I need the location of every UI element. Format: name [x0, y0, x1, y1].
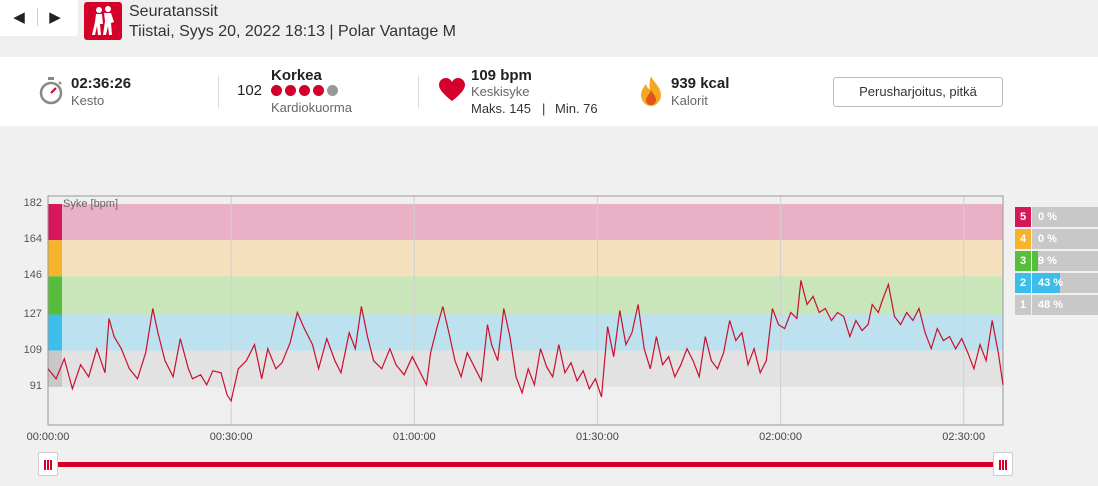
- session-navigation: ◀ ▶: [0, 0, 78, 36]
- y-tick-label: 182: [23, 197, 42, 210]
- zone-marker-5: [48, 204, 62, 241]
- divider: [218, 76, 219, 108]
- x-tick-label: 02:30:00: [942, 431, 986, 443]
- range-end-handle[interactable]: [993, 452, 1013, 476]
- dancing-couple-icon: [84, 2, 122, 40]
- calories-label: Kalorit: [671, 93, 708, 108]
- zone-number: 1: [1015, 295, 1031, 315]
- heart-icon: [439, 78, 465, 107]
- zone-band-4: [48, 240, 1003, 277]
- zone-band-3: [48, 276, 1003, 315]
- plot-border: [47, 195, 1004, 426]
- heart-rate-line: [47, 280, 1004, 403]
- cardio-load-value: 102: [237, 82, 263, 99]
- zone-percentage-bar: 0 %: [1032, 207, 1098, 227]
- zone-marker-2: [48, 314, 62, 351]
- y-tick-label: 109: [23, 343, 42, 356]
- load-dot-filled: [285, 85, 296, 96]
- avg-heart-rate-value: 109 bpm: [471, 67, 532, 84]
- zone-band-2: [48, 314, 1003, 351]
- zone-number: 3: [1015, 251, 1031, 271]
- nav-divider: [37, 8, 38, 26]
- zone-percentage-bar: 43 %: [1032, 273, 1098, 293]
- session-datetime: Tiistai, Syys 20, 2022 18:13 | Polar Van…: [129, 23, 456, 40]
- y-tick-label: 164: [23, 233, 42, 246]
- zone-percentage-label: 48 %: [1038, 299, 1064, 311]
- session-title: Seuratanssit: [129, 3, 218, 20]
- zone-percentage-fill: [1032, 251, 1038, 271]
- zone-percentage-label: 0 %: [1038, 233, 1057, 245]
- load-dot-filled: [271, 85, 282, 96]
- zone-percentage-label: 9 %: [1038, 255, 1057, 267]
- x-tick-label: 01:00:00: [392, 431, 436, 443]
- max-heart-rate: Maks. 145: [471, 101, 531, 116]
- avg-heart-rate-label: Keskisyke: [471, 84, 530, 99]
- zone-marker-1: [48, 350, 62, 387]
- zone-percentage-bar: 48 %: [1032, 295, 1098, 315]
- load-dot-empty: [327, 85, 338, 96]
- zone-legend-item-4: 4 0 %: [1015, 229, 1098, 249]
- zone-legend-item-5: 5 0 %: [1015, 207, 1098, 227]
- zone-percentage-fill: [1032, 295, 1064, 315]
- load-dot-filled: [299, 85, 310, 96]
- series-label: Syke [bpm]: [63, 198, 118, 210]
- cardio-load-level: Korkea: [271, 67, 322, 84]
- x-tick-label: 02:00:00: [759, 431, 802, 443]
- zone-legend-item-1: 1 48 %: [1015, 295, 1098, 315]
- x-tick-label: 00:30:00: [209, 431, 253, 443]
- y-tick-label: 127: [23, 307, 42, 320]
- heart-rate-chart: Syke [bpm] 182 164 146 127 109 91 00:00:00 00:…: [0, 190, 1098, 460]
- cardio-load-label: Kardiokuorma: [271, 100, 352, 115]
- next-session-button[interactable]: ▶: [49, 8, 61, 26]
- zone-number: 2: [1015, 273, 1031, 293]
- load-dot-filled: [313, 85, 324, 96]
- x-tick-label: 00:00:00: [26, 431, 70, 443]
- top-header: ◀ ▶ Seuratanssit Tiistai, Syys 20, 2022 …: [0, 0, 1098, 52]
- time-range-track[interactable]: [48, 462, 1003, 467]
- zone-legend-item-2: 2 43 %: [1015, 273, 1098, 293]
- training-type-button[interactable]: Perusharjoitus, pitkä: [833, 77, 1003, 107]
- zone-percentage-fill: [1032, 273, 1061, 293]
- heart-rate-plot[interactable]: Syke [bpm]: [0, 190, 1098, 460]
- duration-value: 02:36:26: [71, 75, 132, 92]
- zone-band-5: [48, 204, 1003, 241]
- divider: [418, 76, 419, 108]
- min-heart-rate: Min. 76: [555, 101, 598, 116]
- zone-marker-3: [48, 276, 62, 315]
- summary-panel: 02:36:26 Kesto 102 Korkea Kardiokuorma 1…: [0, 57, 1098, 126]
- hr-separator: |: [542, 101, 546, 116]
- y-tick-label: 91: [29, 379, 42, 392]
- zone-percentage-label: 0 %: [1038, 211, 1057, 223]
- zone-percentage-bar: 0 %: [1032, 229, 1098, 249]
- stopwatch-icon: [38, 77, 64, 110]
- x-tick-label: 01:30:00: [576, 431, 619, 443]
- zone-number: 4: [1015, 229, 1031, 249]
- range-start-handle[interactable]: [38, 452, 58, 476]
- calories-value: 939 kcal: [671, 75, 730, 92]
- zone-percentage-label: 43 %: [1038, 277, 1064, 289]
- zone-number: 5: [1015, 207, 1031, 227]
- previous-session-button[interactable]: ◀: [13, 8, 25, 26]
- zone-marker-4: [48, 240, 62, 277]
- y-tick-label: 146: [23, 269, 42, 282]
- zone-percentage-bar: 9 %: [1032, 251, 1098, 271]
- flame-icon: [640, 76, 662, 111]
- zone-legend-item-3: 3 9 %: [1015, 251, 1098, 271]
- duration-label: Kesto: [71, 93, 105, 108]
